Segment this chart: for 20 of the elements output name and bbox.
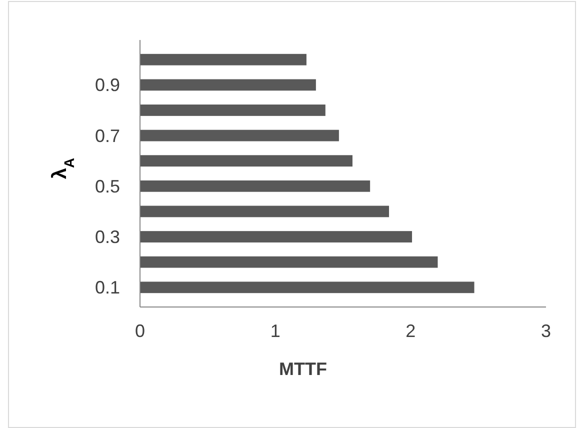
y-tick-label: 0.5 (94, 176, 120, 196)
x-tick-label: 0 (134, 321, 146, 341)
bar (140, 54, 306, 66)
x-tick-label: 3 (540, 321, 552, 341)
x-tick-label: 2 (406, 321, 416, 341)
y-tick-label: 0.9 (94, 75, 120, 96)
x-tick-label: 1 (270, 321, 280, 341)
bar (140, 231, 412, 242)
bar (140, 180, 370, 192)
bar (140, 130, 339, 142)
bar (140, 282, 474, 294)
y-tick-label: 0.7 (94, 126, 120, 146)
x-axis-title: MTTF (279, 359, 327, 379)
bar (140, 104, 326, 116)
bar (140, 79, 316, 91)
bar (140, 155, 352, 167)
y-tick-label: 0.3 (94, 227, 120, 248)
y-tick-label: 0.1 (94, 278, 120, 298)
bar (140, 206, 390, 218)
bar (140, 256, 438, 268)
